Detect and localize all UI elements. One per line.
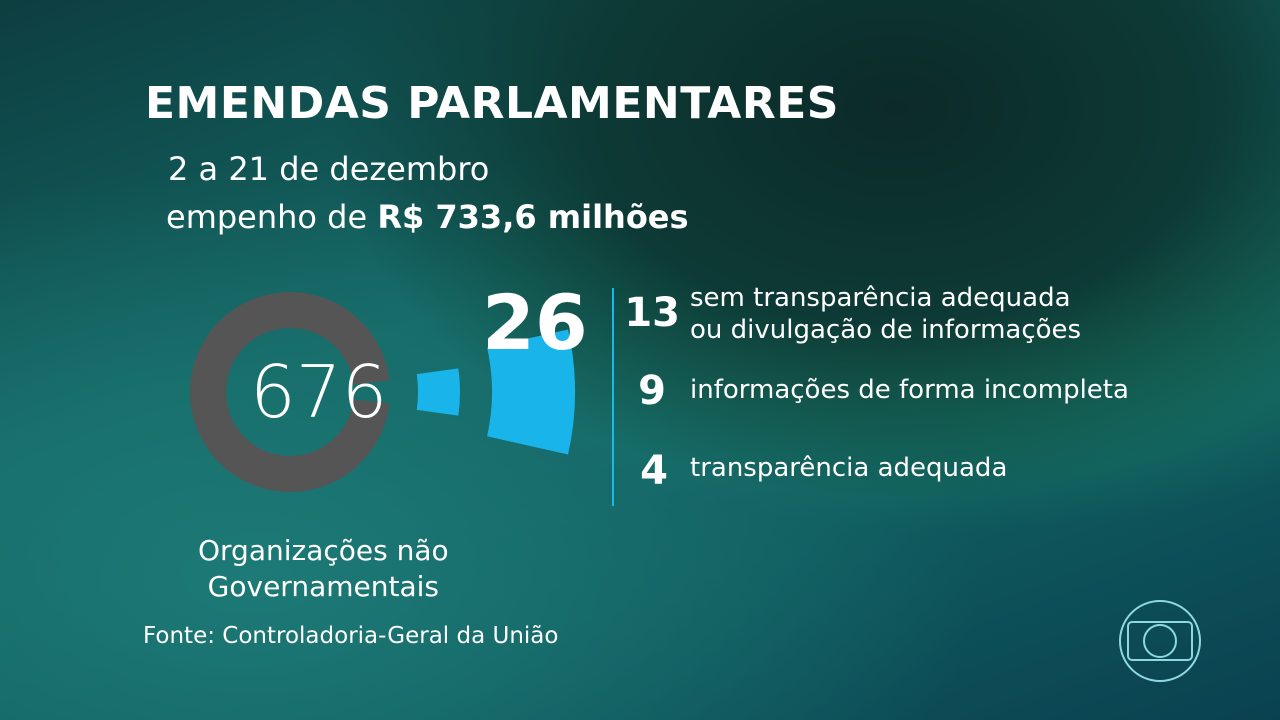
donut-segment-676: [189, 292, 390, 492]
donut-segment-26: [416, 368, 460, 416]
exploded-label: 26: [482, 278, 588, 367]
source: Fonte: Controladoria-Geral da União: [143, 623, 559, 649]
breakdown-label: informações de forma incompleta: [690, 375, 1129, 405]
breakdown-value: 9: [638, 368, 666, 414]
chart-caption: Organizações não Governamentais: [198, 533, 449, 605]
breakdown-label: transparência adequada: [690, 453, 1008, 483]
caption-line: Governamentais: [207, 570, 439, 603]
center-label: 676: [250, 350, 388, 434]
title: EMENDAS PARLAMENTARES: [145, 78, 839, 129]
breakdown-value: 13: [624, 290, 680, 336]
label-line: sem transparência adequada: [690, 283, 1071, 313]
divider: [612, 288, 614, 506]
donut-segment-26-exploded: [487, 329, 576, 455]
commitment-value: R$ 733,6 milhões: [377, 198, 689, 236]
label-line: ou divulgação de informações: [690, 315, 1082, 345]
period: 2 a 21 de dezembro: [168, 150, 490, 188]
breakdown-label: sem transparência adequada ou divulgação …: [690, 282, 1081, 346]
breakdown-value: 4: [640, 448, 668, 494]
caption-line: Organizações não: [198, 534, 449, 567]
globo-logo: [1119, 600, 1201, 682]
commitment-prefix: empenho de: [166, 198, 368, 236]
commitment: empenho de R$ 733,6 milhões: [166, 198, 689, 236]
